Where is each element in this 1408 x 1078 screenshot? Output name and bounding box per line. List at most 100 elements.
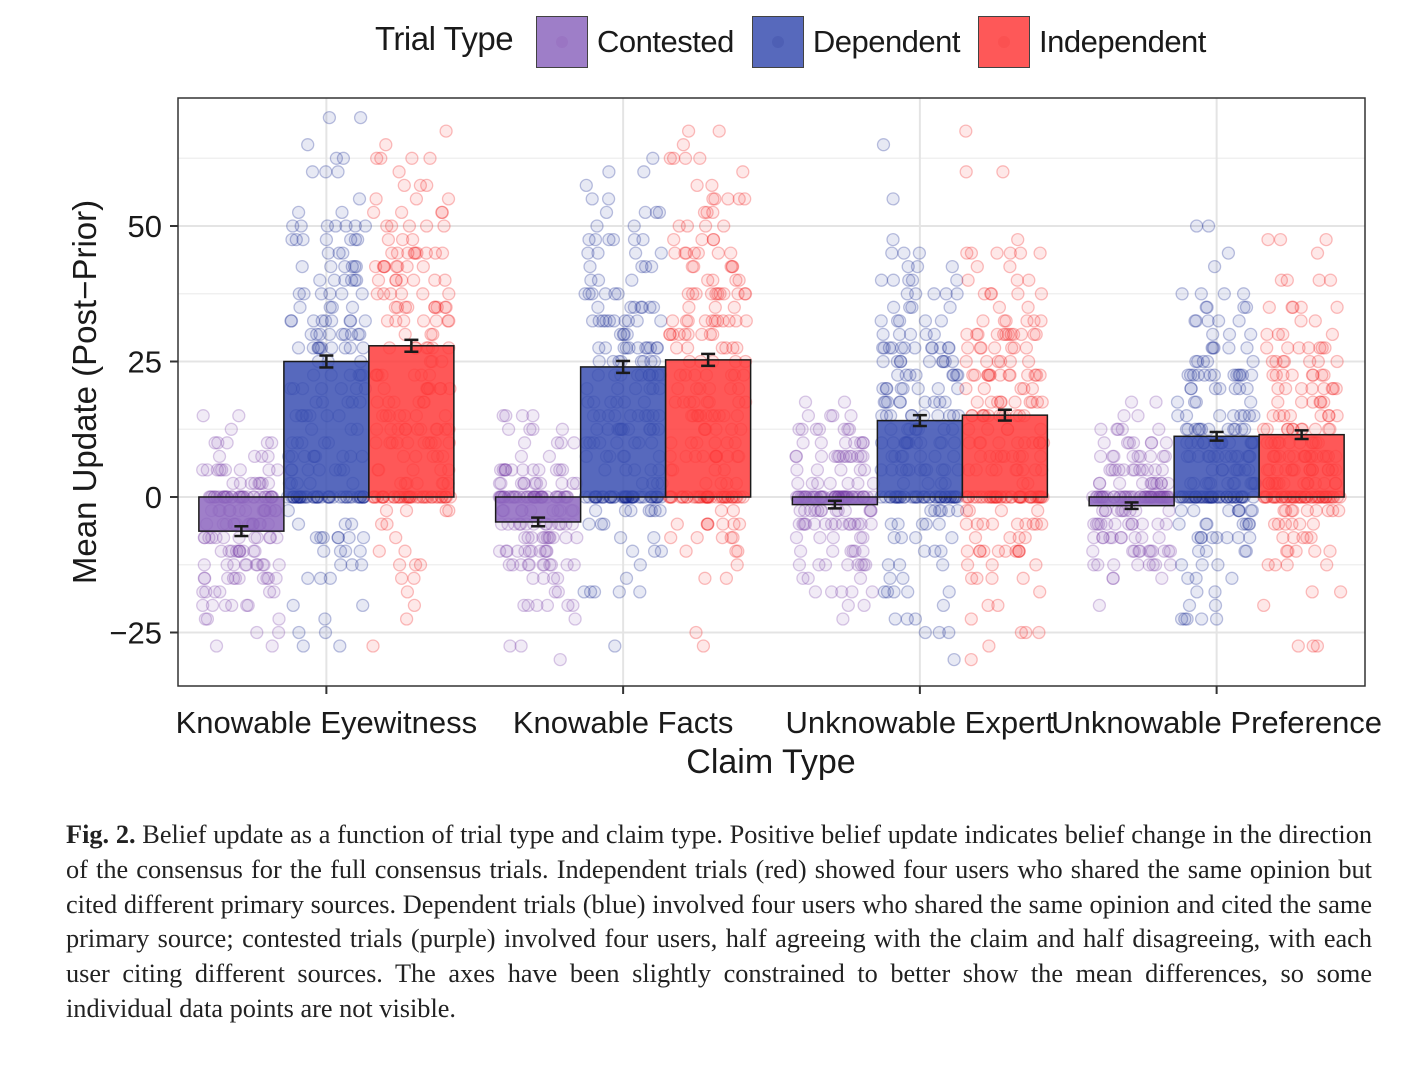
bar-dependent — [283, 360, 370, 498]
data-point — [1142, 558, 1156, 572]
data-point — [1239, 517, 1253, 531]
data-point — [891, 368, 905, 382]
data-point — [933, 341, 948, 355]
data-point — [1155, 463, 1169, 477]
data-point — [1092, 476, 1107, 491]
data-point — [960, 544, 975, 558]
data-point — [1179, 409, 1194, 423]
data-point — [332, 246, 346, 260]
data-point — [980, 354, 994, 369]
data-point — [423, 151, 437, 165]
data-point — [915, 517, 930, 531]
data-point — [323, 287, 337, 301]
data-point — [499, 409, 513, 423]
data-point — [828, 449, 842, 464]
data-point — [592, 354, 606, 369]
data-point — [793, 503, 807, 518]
data-point — [320, 219, 335, 233]
data-point — [890, 314, 905, 328]
data-point — [1140, 463, 1155, 477]
data-point — [226, 571, 241, 585]
data-point — [1120, 436, 1135, 450]
data-point — [654, 314, 668, 328]
data-point — [706, 273, 720, 287]
data-point — [997, 314, 1012, 328]
data-point — [1278, 381, 1293, 396]
data-point — [705, 314, 719, 328]
data-point — [284, 314, 299, 328]
data-point — [1020, 314, 1034, 328]
data-point — [1330, 300, 1344, 314]
data-point — [1027, 327, 1041, 342]
data-point — [286, 219, 300, 233]
data-point — [1306, 395, 1320, 409]
data-point — [533, 476, 548, 491]
data-point — [428, 246, 443, 260]
data-point — [1087, 517, 1101, 531]
data-point — [1133, 463, 1147, 477]
data-point — [349, 273, 364, 287]
data-point — [959, 165, 973, 179]
data-point — [233, 544, 247, 558]
data-point — [549, 463, 564, 477]
data-point — [366, 205, 381, 220]
data-point — [984, 287, 998, 301]
data-point — [880, 585, 895, 599]
data-point — [1228, 422, 1242, 436]
legend-label-dependent: Dependent — [812, 24, 961, 59]
data-point — [842, 422, 857, 436]
data-point — [731, 287, 745, 301]
data-point — [407, 598, 422, 613]
data-point — [325, 300, 339, 314]
data-point — [711, 246, 725, 260]
data-point — [1310, 639, 1325, 653]
data-point — [555, 463, 570, 477]
data-point — [962, 503, 976, 518]
data-point — [936, 354, 950, 369]
data-point — [590, 219, 604, 233]
data-point — [1184, 381, 1198, 396]
data-point — [654, 544, 669, 558]
data-point — [540, 598, 555, 613]
data-point — [1154, 476, 1168, 491]
data-point — [1235, 368, 1250, 382]
data-point — [726, 530, 740, 545]
data-point — [1035, 395, 1049, 409]
data-point — [1207, 341, 1221, 355]
data-point — [407, 571, 421, 585]
data-point — [1154, 476, 1169, 491]
data-point — [876, 354, 890, 369]
data-point — [1188, 314, 1202, 328]
data-point — [619, 571, 634, 585]
data-point — [942, 503, 956, 518]
data-point — [1191, 354, 1205, 369]
data-point — [588, 232, 603, 247]
data-point — [517, 476, 531, 491]
data-point — [884, 517, 898, 531]
data-point — [994, 503, 1009, 518]
data-point — [1003, 246, 1017, 260]
data-point — [442, 503, 456, 518]
data-point — [1332, 503, 1346, 518]
data-point — [546, 571, 561, 585]
data-point — [1273, 232, 1288, 247]
data-point — [798, 517, 813, 531]
data-point — [286, 598, 300, 613]
data-point — [400, 585, 415, 599]
data-point — [970, 327, 984, 342]
data-point — [253, 476, 267, 491]
data-point — [901, 259, 915, 274]
data-point — [841, 476, 855, 491]
x-axis: Knowable Eyewitness Knowable Facts Unknowa… — [176, 686, 1382, 740]
data-point — [1225, 571, 1239, 585]
data-point — [1191, 422, 1206, 436]
data-point — [633, 585, 647, 599]
data-point — [257, 558, 271, 572]
data-point — [502, 558, 516, 572]
data-point — [313, 327, 327, 342]
data-point — [1231, 503, 1246, 518]
data-point — [856, 436, 870, 450]
data-point — [1033, 585, 1047, 599]
data-point — [933, 395, 947, 409]
data-point — [687, 246, 701, 260]
